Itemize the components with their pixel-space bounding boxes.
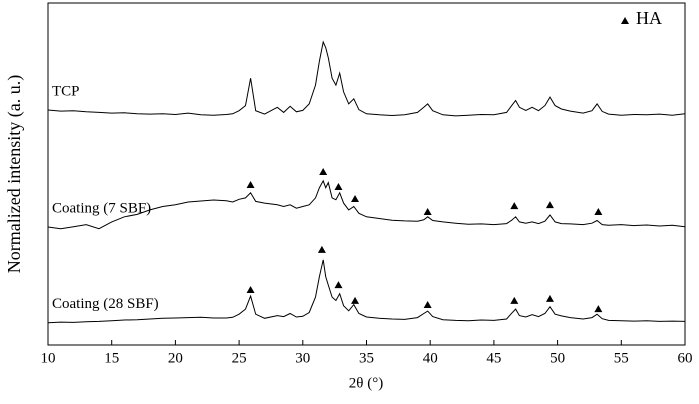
x-tick-label: 15 bbox=[104, 350, 119, 366]
y-axis-title: Normalized intensity (a. u.) bbox=[4, 75, 25, 273]
series-label: Coating (7 SBF) bbox=[52, 200, 151, 216]
ha-marker bbox=[545, 294, 554, 302]
ha-marker bbox=[423, 300, 432, 308]
ha-marker bbox=[317, 245, 326, 253]
series-line bbox=[47, 179, 686, 230]
series-label: TCP bbox=[52, 83, 80, 99]
ha-marker bbox=[334, 281, 343, 289]
x-tick-label: 45 bbox=[486, 350, 501, 366]
series-line bbox=[47, 259, 686, 324]
ha-marker bbox=[319, 167, 328, 175]
x-axis-title: 2θ (°) bbox=[349, 375, 383, 391]
x-tick-label: 60 bbox=[678, 350, 693, 366]
ha-marker bbox=[246, 180, 255, 188]
x-tick-label: 55 bbox=[614, 350, 629, 366]
x-tick-label: 40 bbox=[423, 350, 438, 366]
legend-label: HA bbox=[636, 8, 662, 28]
series-label: Coating (28 SBF) bbox=[52, 296, 159, 312]
ha-marker bbox=[510, 202, 519, 210]
x-tick-label: 20 bbox=[168, 350, 183, 366]
ha-marker bbox=[246, 285, 255, 293]
ha-marker bbox=[545, 201, 554, 209]
ha-marker bbox=[423, 207, 432, 215]
x-tick-label: 35 bbox=[359, 350, 374, 366]
series-line bbox=[47, 40, 686, 117]
legend-marker bbox=[621, 17, 629, 24]
ha-marker bbox=[594, 305, 603, 313]
ha-marker bbox=[334, 182, 343, 190]
ha-marker bbox=[510, 296, 519, 304]
ha-marker bbox=[594, 207, 603, 215]
x-tick-label: 30 bbox=[295, 350, 310, 366]
x-tick-label: 25 bbox=[232, 350, 247, 366]
x-tick-label: 10 bbox=[41, 350, 56, 366]
plot-frame bbox=[47, 2, 686, 346]
ha-marker bbox=[351, 296, 360, 304]
x-tick-label: 50 bbox=[550, 350, 565, 366]
ha-marker bbox=[351, 194, 360, 202]
